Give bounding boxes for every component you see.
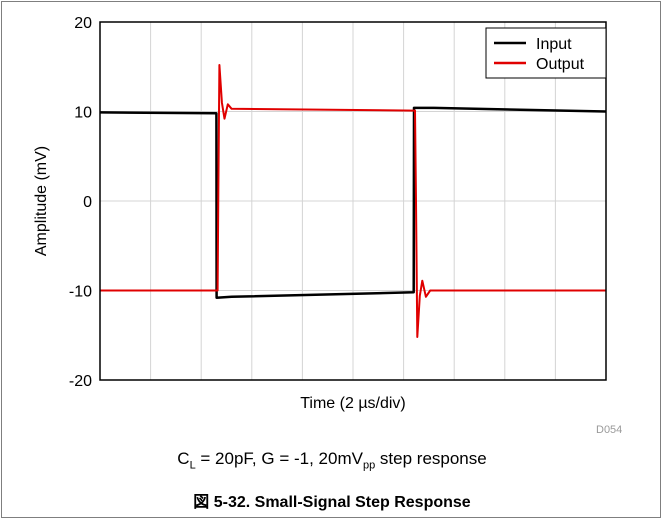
plot-border [99, 21, 607, 381]
y-tick-label: 20 [74, 15, 92, 32]
cond-pp-sub: pp [362, 459, 376, 472]
legend-label-input: Input [536, 36, 572, 53]
cond-c-sub: L [189, 459, 196, 472]
series-line-output [100, 64, 606, 338]
figure-caption: 図 5-32. Small-Signal Step Response [193, 494, 471, 511]
cond-middle: = 20pF, G = -1, 20mV [195, 449, 363, 468]
cond-suffix: step response [375, 449, 487, 468]
y-tick-label: 10 [74, 105, 92, 122]
y-tick-label: -20 [69, 373, 92, 390]
x-axis-label: Time (2 µs/div) [300, 395, 406, 412]
cond-c: C [177, 449, 190, 468]
legend-label-output: Output [536, 56, 585, 73]
legend-box [485, 27, 607, 79]
y-axis-label: Amplitude (mV) [33, 146, 50, 256]
figure-code: D054 [596, 424, 623, 436]
y-tick-label: -10 [69, 284, 92, 301]
test-condition: CL = 20pF, G = -1, 20mVpp step response [0, 449, 664, 471]
series-line-input [99, 106, 607, 299]
y-tick-label: 0 [83, 194, 92, 211]
